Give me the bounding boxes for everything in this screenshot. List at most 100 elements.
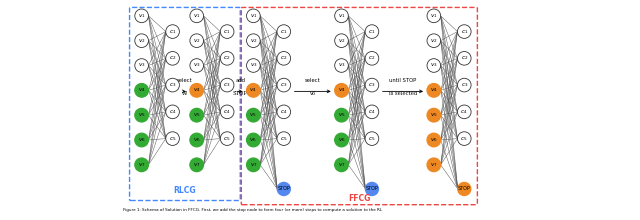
Text: $v_5$: $v_5$ (250, 111, 257, 119)
Text: $c_1$: $c_1$ (280, 28, 287, 35)
Circle shape (190, 59, 204, 72)
Circle shape (135, 133, 148, 147)
Text: $c_1$: $c_1$ (169, 28, 176, 35)
Circle shape (427, 9, 441, 23)
Circle shape (427, 59, 441, 72)
Text: $c_1$: $c_1$ (368, 28, 376, 35)
Text: $v_6$: $v_6$ (138, 136, 145, 144)
Circle shape (190, 34, 204, 48)
Text: select: select (305, 78, 321, 83)
Text: $v_6$: $v_6$ (338, 136, 346, 144)
Text: STOP: STOP (277, 187, 290, 191)
Text: $v_3$: $v_3$ (430, 62, 438, 70)
Text: $c_5$: $c_5$ (223, 135, 231, 143)
Text: $v_1$: $v_1$ (193, 12, 200, 20)
Circle shape (365, 182, 378, 195)
Circle shape (335, 34, 348, 48)
Text: add: add (236, 78, 245, 83)
Circle shape (166, 105, 179, 119)
Text: $c_4$: $c_4$ (368, 108, 376, 116)
Text: $v_5$: $v_5$ (430, 111, 438, 119)
Text: v4: v4 (182, 91, 188, 95)
Text: $c_2$: $c_2$ (461, 54, 468, 62)
Text: $c_3$: $c_3$ (368, 81, 376, 89)
Text: Figure 1: Schema of Solution in FFCG. First, we add the stop node to form four (: Figure 1: Schema of Solution in FFCG. Fi… (124, 208, 382, 212)
Circle shape (335, 9, 348, 23)
Circle shape (135, 158, 148, 172)
Text: STOP: STOP (233, 91, 248, 95)
Text: $v_7$: $v_7$ (430, 161, 438, 169)
Circle shape (246, 9, 260, 23)
Circle shape (277, 182, 291, 195)
Text: $v_6$: $v_6$ (430, 136, 438, 144)
Circle shape (458, 51, 471, 65)
Circle shape (135, 34, 148, 48)
Circle shape (166, 51, 179, 65)
Circle shape (335, 59, 348, 72)
Circle shape (246, 133, 260, 147)
Circle shape (458, 132, 471, 145)
Circle shape (190, 133, 204, 147)
Circle shape (220, 25, 234, 38)
Circle shape (246, 158, 260, 172)
Circle shape (427, 158, 441, 172)
Text: $v_2$: $v_2$ (138, 37, 145, 45)
Text: is selected: is selected (388, 91, 417, 95)
Text: $v_1$: $v_1$ (338, 12, 346, 20)
Text: $v_3$: $v_3$ (193, 62, 200, 70)
Text: v6: v6 (310, 91, 316, 95)
Text: $v_7$: $v_7$ (193, 161, 200, 169)
Text: select: select (177, 78, 193, 83)
Circle shape (458, 25, 471, 38)
Circle shape (458, 78, 471, 92)
Circle shape (427, 84, 441, 97)
Text: $c_5$: $c_5$ (461, 135, 468, 143)
Circle shape (190, 158, 204, 172)
Text: $c_1$: $c_1$ (223, 28, 231, 35)
Text: $v_4$: $v_4$ (138, 86, 145, 94)
Circle shape (277, 51, 291, 65)
Text: $v_3$: $v_3$ (138, 62, 145, 70)
Circle shape (135, 9, 148, 23)
Text: FFCG: FFCG (348, 194, 371, 203)
Text: until STOP: until STOP (389, 78, 417, 83)
Text: $v_7$: $v_7$ (250, 161, 257, 169)
Text: $v_7$: $v_7$ (338, 161, 346, 169)
Circle shape (365, 25, 379, 38)
Text: $v_4$: $v_4$ (430, 86, 438, 94)
Circle shape (135, 108, 148, 122)
Text: $v_3$: $v_3$ (338, 62, 346, 70)
Circle shape (365, 78, 379, 92)
Text: $v_6$: $v_6$ (193, 136, 200, 144)
Circle shape (220, 51, 234, 65)
Text: $c_2$: $c_2$ (223, 54, 231, 62)
Circle shape (277, 132, 291, 145)
Circle shape (365, 51, 379, 65)
Circle shape (220, 105, 234, 119)
Circle shape (246, 84, 260, 97)
Text: $c_2$: $c_2$ (368, 54, 376, 62)
Text: $c_3$: $c_3$ (280, 81, 287, 89)
Text: RLCG: RLCG (173, 186, 196, 195)
Text: STOP: STOP (365, 187, 378, 191)
Text: $v_4$: $v_4$ (193, 86, 200, 94)
Text: $v_1$: $v_1$ (138, 12, 145, 20)
Circle shape (458, 182, 471, 195)
Circle shape (427, 133, 441, 147)
Circle shape (220, 132, 234, 145)
Text: $c_2$: $c_2$ (169, 54, 176, 62)
Text: $v_2$: $v_2$ (338, 37, 346, 45)
Circle shape (335, 84, 348, 97)
Circle shape (166, 25, 179, 38)
Text: $c_5$: $c_5$ (169, 135, 177, 143)
Circle shape (166, 132, 179, 145)
Text: $v_5$: $v_5$ (338, 111, 346, 119)
Circle shape (246, 59, 260, 72)
Text: $v_2$: $v_2$ (430, 37, 438, 45)
Text: $c_3$: $c_3$ (223, 81, 231, 89)
Text: $c_4$: $c_4$ (223, 108, 231, 116)
Text: $c_5$: $c_5$ (368, 135, 376, 143)
Text: $v_1$: $v_1$ (250, 12, 257, 20)
Text: $v_7$: $v_7$ (138, 161, 145, 169)
Circle shape (335, 158, 348, 172)
